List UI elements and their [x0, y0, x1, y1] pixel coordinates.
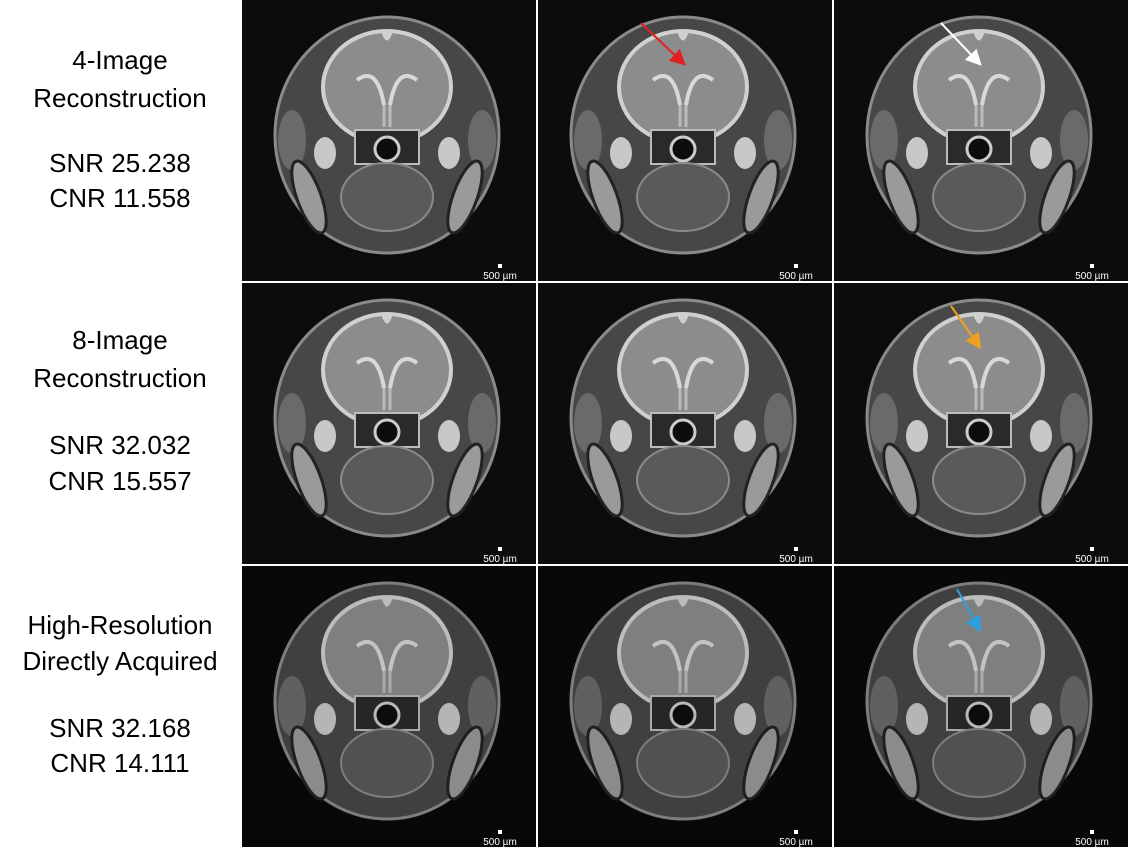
row-label: 8-Image [72, 325, 167, 355]
cnr-value: CNR 15.557 [48, 466, 191, 496]
scale-bar [1090, 830, 1094, 834]
scale-bar-label: 500 µm [1075, 837, 1109, 848]
row-label: Reconstruction [33, 363, 206, 393]
scale-bar [498, 547, 502, 551]
cnr-value: CNR 14.111 [50, 748, 189, 778]
scale-bar-label: 500 µm [483, 554, 517, 565]
row-label: Directly Acquired [22, 646, 217, 676]
mri-slice [275, 17, 499, 253]
scale-bar [498, 830, 502, 834]
snr-value: SNR 25.238 [49, 148, 191, 178]
mri-slice [571, 583, 795, 819]
mri-slice [867, 300, 1091, 536]
scale-bar [794, 264, 798, 268]
scale-bar-label: 500 µm [1075, 271, 1109, 282]
mri-slice [867, 17, 1091, 253]
mri-slice [571, 17, 795, 253]
snr-value: SNR 32.168 [49, 713, 191, 743]
scale-bar-label: 500 µm [483, 837, 517, 848]
mri-slice [571, 300, 795, 536]
scale-bar-label: 500 µm [779, 271, 813, 282]
snr-value: SNR 32.032 [49, 430, 191, 460]
scale-bar-label: 500 µm [1075, 554, 1109, 565]
scale-bar-label: 500 µm [779, 837, 813, 848]
row-label: Reconstruction [33, 83, 206, 113]
row-label: 4-Image [72, 45, 167, 75]
scale-bar [794, 547, 798, 551]
scale-bar-label: 500 µm [483, 271, 517, 282]
figure: 4-Image Reconstruction SNR 25.238 CNR 11.55… [0, 0, 1129, 850]
scale-bar [498, 264, 502, 268]
mri-slice [275, 583, 499, 819]
scale-bar [794, 830, 798, 834]
scale-bar [1090, 547, 1094, 551]
page: 4-Image Reconstruction SNR 25.238 CNR 11.55… [0, 0, 1129, 850]
scale-bar-label: 500 µm [779, 554, 813, 565]
mri-slice [867, 583, 1091, 819]
cnr-value: CNR 11.558 [49, 183, 190, 213]
scale-bar [1090, 264, 1094, 268]
row-label: High-Resolution [28, 610, 213, 640]
mri-slice [275, 300, 499, 536]
